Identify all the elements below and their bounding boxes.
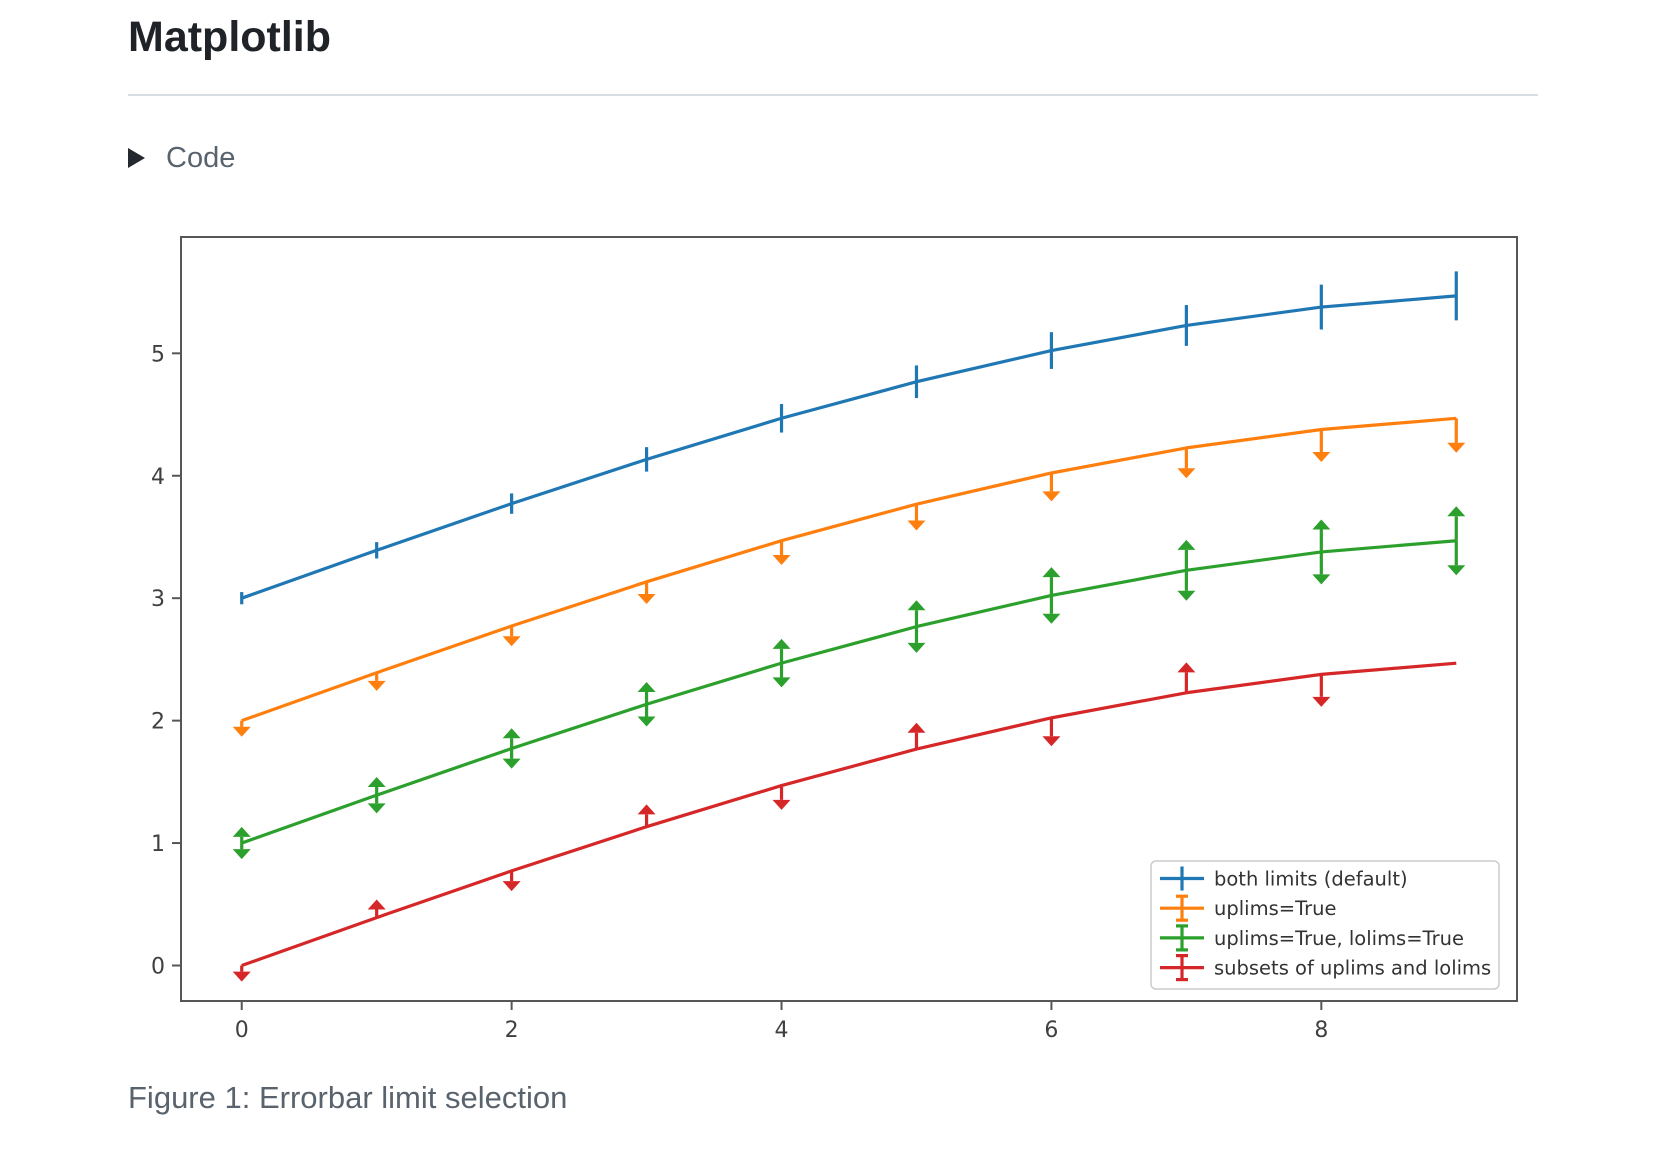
svg-text:2: 2: [151, 710, 165, 735]
svg-text:8: 8: [1314, 1018, 1328, 1043]
svg-text:0: 0: [235, 1018, 249, 1043]
legend-entry-1: uplims=True: [1160, 894, 1336, 922]
page-title: Matplotlib: [128, 13, 332, 61]
disclosure-triangle-icon: [128, 148, 145, 168]
svg-text:6: 6: [1044, 1018, 1058, 1043]
y-axis: 0 1 2 3 4 5: [151, 342, 181, 979]
svg-text:3: 3: [151, 587, 165, 612]
svg-text:5: 5: [151, 342, 165, 367]
code-toggle[interactable]: Code: [128, 136, 235, 180]
x-axis: 0 2 4 6 8: [235, 1001, 1328, 1043]
divider: [128, 94, 1538, 96]
legend-entry-2: uplims=True, lolims=True: [1160, 924, 1464, 952]
svg-text:subsets of uplims and lolims: subsets of uplims and lolims: [1214, 957, 1491, 980]
series-2: [232, 506, 1466, 860]
svg-text:uplims=True: uplims=True: [1214, 897, 1336, 920]
svg-text:1: 1: [151, 832, 165, 857]
svg-text:4: 4: [775, 1018, 789, 1043]
svg-text:4: 4: [151, 465, 165, 490]
svg-text:uplims=True, lolims=True: uplims=True, lolims=True: [1214, 927, 1464, 950]
axes-frame: [180, 236, 1518, 1002]
legend: both limits (default) uplims=True uplims=T…: [1150, 860, 1500, 990]
legend-entry-0: both limits (default): [1160, 866, 1408, 891]
legend-entry-3: subsets of uplims and lolims: [1160, 953, 1491, 982]
svg-text:both limits (default): both limits (default): [1214, 868, 1408, 891]
svg-text:2: 2: [505, 1018, 519, 1043]
figure-caption: Figure 1: Errorbar limit selection: [128, 1080, 568, 1115]
figure: 0 2 4 6 8 0 1 2 3 4 5 both limits (default) uplims=T…: [0, 213, 1666, 1045]
series-1: [232, 416, 1466, 737]
code-section: Code: [128, 136, 235, 180]
errorbar-chart: 0 2 4 6 8 0 1 2 3 4 5 both limits (default) uplims=T…: [151, 236, 1518, 1043]
svg-text:0: 0: [151, 954, 165, 979]
series-0: [240, 271, 1458, 605]
code-toggle-label: Code: [166, 141, 236, 174]
series-3: [232, 661, 1457, 982]
